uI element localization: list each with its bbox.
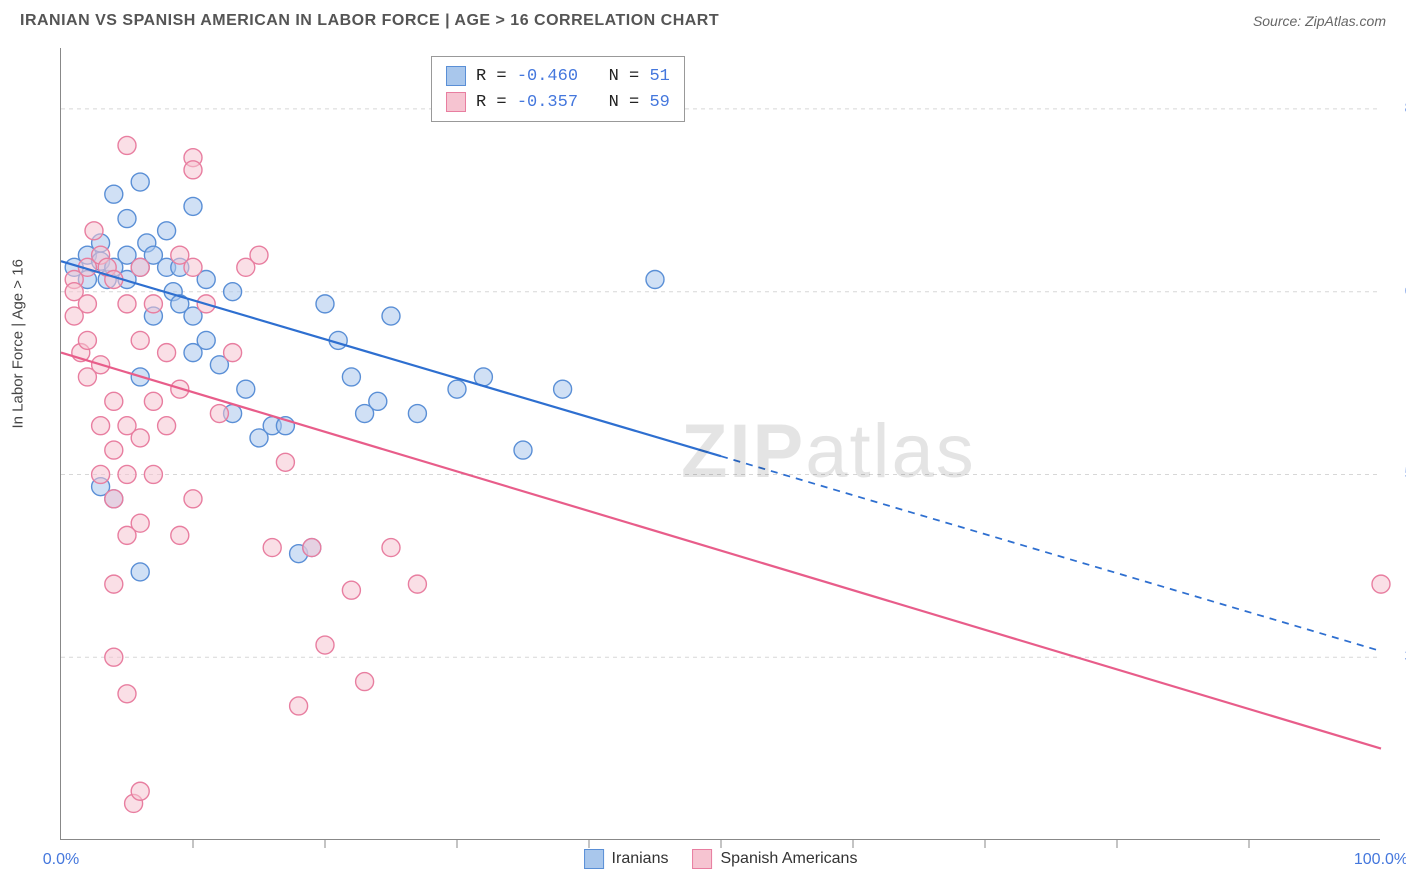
legend-swatch bbox=[692, 849, 712, 869]
legend-label: Spanish Americans bbox=[720, 850, 857, 868]
source-label: Source: ZipAtlas.com bbox=[1253, 13, 1386, 29]
plot-svg bbox=[61, 48, 1381, 840]
legend-swatch bbox=[446, 92, 466, 112]
plot-area: ZIPatlas R = -0.460 N = 51R = -0.357 N =… bbox=[60, 48, 1380, 840]
chart-title: IRANIAN VS SPANISH AMERICAN IN LABOR FOR… bbox=[20, 12, 719, 30]
chart-header: IRANIAN VS SPANISH AMERICAN IN LABOR FOR… bbox=[0, 0, 1406, 38]
correlation-legend: R = -0.460 N = 51 R = -0.357 N = 59 bbox=[431, 56, 685, 122]
x-tick-label: 100.0% bbox=[1354, 851, 1406, 869]
x-tick-label: 0.0% bbox=[43, 851, 79, 869]
legend-swatch bbox=[584, 849, 604, 869]
legend-text: R = -0.357 N = 59 bbox=[476, 93, 670, 112]
legend-row: R = -0.357 N = 59 bbox=[446, 89, 670, 115]
series-legend: Iranians Spanish Americans bbox=[584, 849, 858, 869]
series-legend-item: Spanish Americans bbox=[692, 849, 857, 869]
legend-label: Iranians bbox=[612, 850, 669, 868]
legend-swatch bbox=[446, 66, 466, 86]
legend-text: R = -0.460 N = 51 bbox=[476, 67, 670, 86]
series-legend-item: Iranians bbox=[584, 849, 669, 869]
legend-row: R = -0.460 N = 51 bbox=[446, 63, 670, 89]
y-axis-label: In Labor Force | Age > 16 bbox=[10, 259, 27, 428]
